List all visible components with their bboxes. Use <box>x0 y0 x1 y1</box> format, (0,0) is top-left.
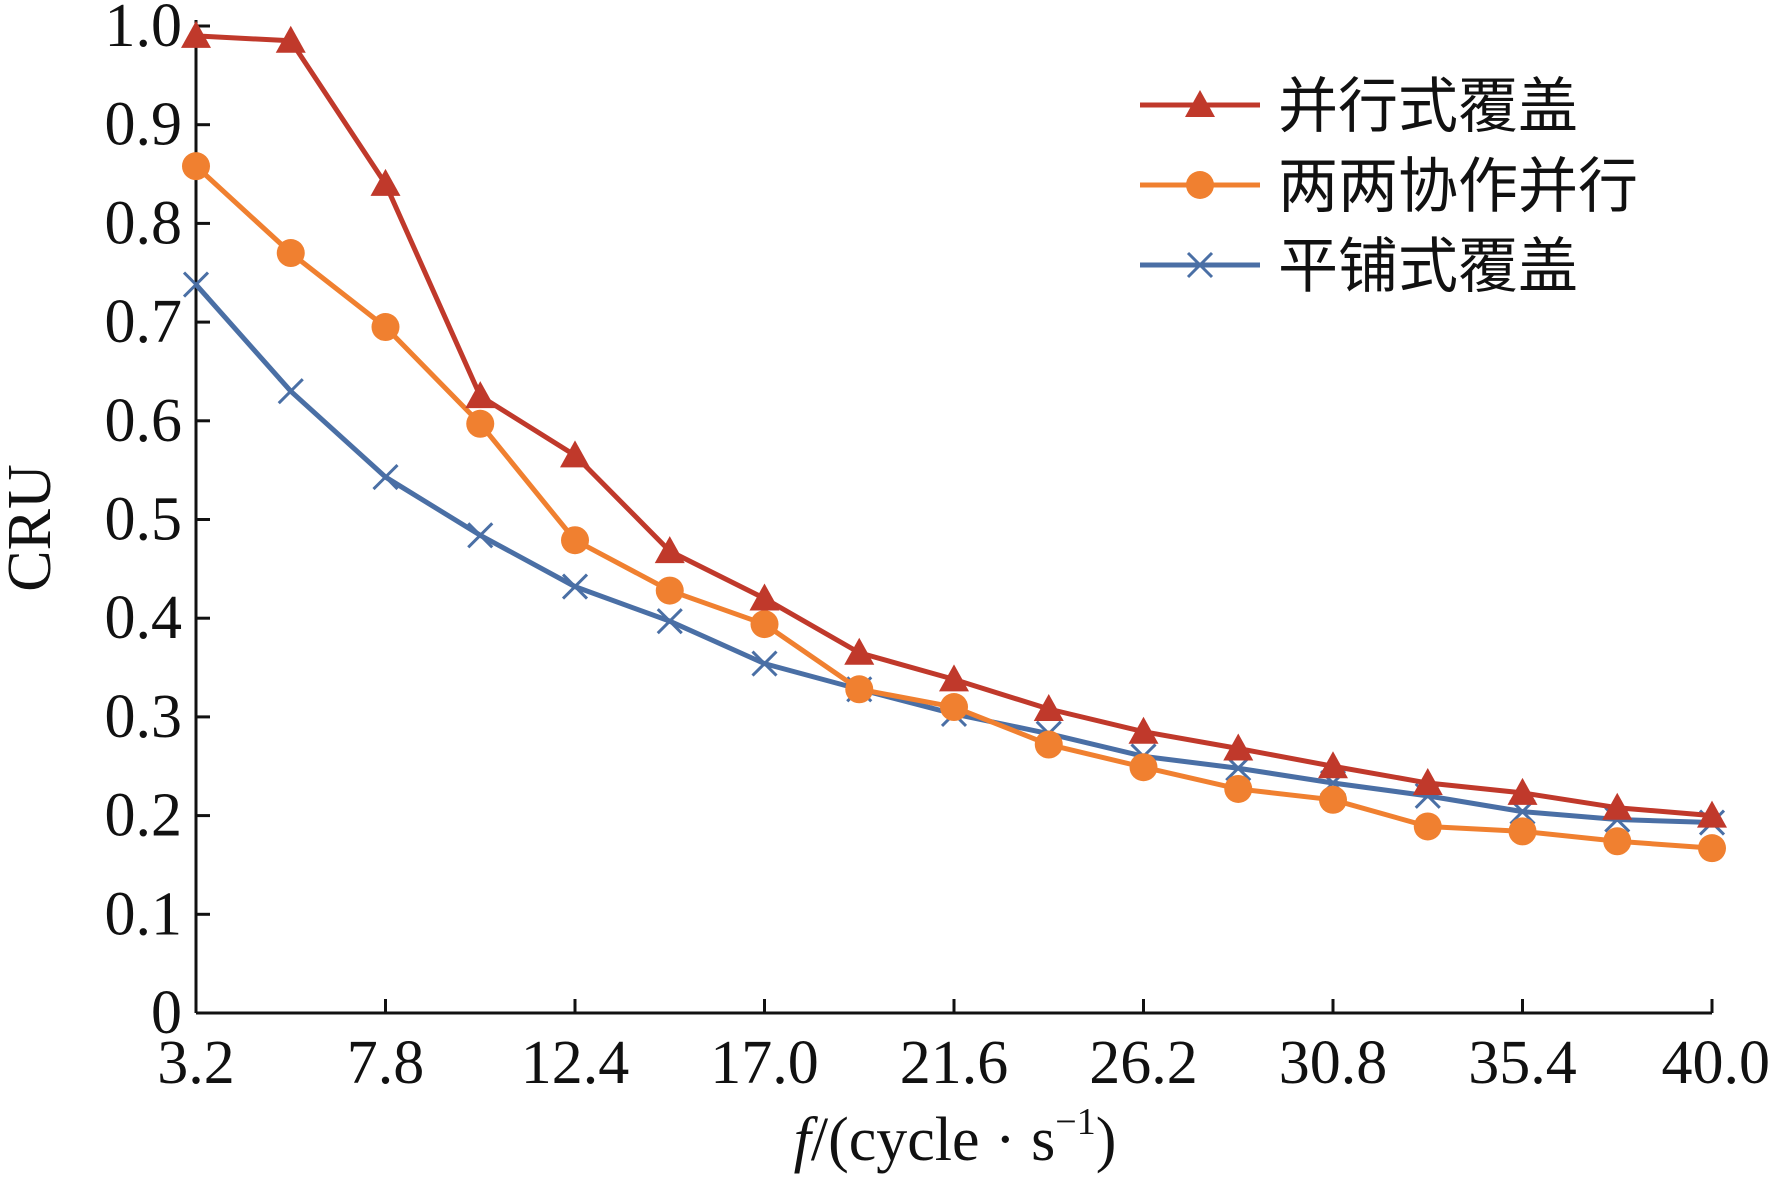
x-marker-stroke <box>277 378 304 405</box>
y-tick-label: 0.8 <box>105 189 183 257</box>
data-point <box>1033 694 1064 722</box>
data-point <box>561 526 589 555</box>
data-point <box>181 20 211 48</box>
data-point <box>560 440 590 468</box>
data-point <box>1603 827 1632 856</box>
x-tick-label: 26.2 <box>1089 1029 1198 1097</box>
x-marker-stroke <box>561 573 589 600</box>
y-axis-title: CRU <box>0 464 64 591</box>
data-point <box>276 239 305 268</box>
y-tick-label: 0.1 <box>105 880 183 948</box>
data-point <box>1318 751 1348 779</box>
legend-label: 并行式覆盖 <box>1278 72 1578 142</box>
x-marker-stroke <box>751 650 778 677</box>
data-point <box>275 25 306 53</box>
x-tick-label: 30.8 <box>1279 1029 1388 1097</box>
data-point <box>751 650 778 677</box>
y-tick-label: 0.2 <box>105 782 183 850</box>
y-tick-label: 0.9 <box>105 91 183 159</box>
data-point <box>749 583 780 611</box>
data-point <box>1034 730 1063 759</box>
x-marker-stroke <box>372 463 399 491</box>
y-tick-label: 0.5 <box>105 486 183 554</box>
data-point <box>845 675 874 704</box>
data-point <box>277 378 304 405</box>
data-point <box>1223 733 1254 761</box>
x-tick-label: 40.0 <box>1662 1029 1771 1097</box>
data-point <box>1413 812 1442 841</box>
legend-marker <box>1185 90 1215 117</box>
legend-marker <box>1186 171 1214 199</box>
series-layer <box>181 20 1727 863</box>
data-point <box>656 608 683 635</box>
data-point <box>182 152 210 181</box>
data-point <box>1128 716 1159 744</box>
x-tick-label: 21.6 <box>900 1029 1009 1097</box>
data-point <box>371 313 400 342</box>
x-axis-title-close: ) <box>1096 1106 1117 1174</box>
x-marker-stroke <box>656 608 683 635</box>
x-tick-label: 17.0 <box>710 1029 819 1097</box>
x-marker-stroke <box>1186 251 1214 279</box>
y-tick-label: 0 <box>151 979 182 1047</box>
data-point <box>1508 817 1537 846</box>
data-point <box>466 409 495 438</box>
data-point <box>561 573 589 600</box>
x-marker-stroke <box>467 522 494 549</box>
y-tick-label: 0.3 <box>105 683 183 751</box>
data-point <box>1698 834 1726 863</box>
data-point <box>844 637 875 665</box>
data-point <box>654 536 685 564</box>
data-point <box>940 693 968 722</box>
y-tick-label: 0.7 <box>105 288 183 356</box>
x-tick-label: 35.4 <box>1468 1029 1577 1097</box>
data-point <box>467 522 494 549</box>
x-axis-title-text: /(cycle · s <box>811 1106 1055 1174</box>
y-tick-label: 0.6 <box>105 387 183 455</box>
data-point <box>1224 774 1253 803</box>
data-point <box>182 271 210 298</box>
y-tick-label: 0.4 <box>105 584 183 652</box>
legend-label: 平铺式覆盖 <box>1278 232 1578 302</box>
data-point <box>939 664 969 692</box>
data-point <box>370 168 401 196</box>
data-point <box>1602 792 1633 820</box>
legend-marker <box>1186 251 1214 279</box>
x-axis-title-superscript: −1 <box>1055 1101 1095 1143</box>
data-point <box>750 610 779 639</box>
series-triangle <box>181 20 1727 828</box>
data-point <box>372 463 399 491</box>
data-point <box>465 381 496 409</box>
legend-label: 两两协作并行 <box>1278 152 1638 222</box>
x-axis-title: f/(cycle · s−1) <box>794 1101 1117 1174</box>
x-tick-label: 3.2 <box>157 1029 235 1097</box>
x-tick-label: 7.8 <box>347 1029 425 1097</box>
data-point <box>1319 785 1347 814</box>
x-marker-stroke <box>182 271 210 298</box>
series-circle <box>182 152 1726 863</box>
y-tick-label: 1.0 <box>105 0 183 60</box>
data-point <box>1412 768 1443 796</box>
x-tick-label: 12.4 <box>521 1029 630 1097</box>
data-point <box>1507 777 1538 805</box>
data-point <box>1129 753 1158 782</box>
axes: 0 0.1 0.2 0.3 0.4 0.5 0.6 0.7 0.8 0.9 1.0 3.2 7.8 12.… <box>105 0 1771 1097</box>
data-point <box>1697 800 1727 828</box>
axis-titles: CRU f/(cycle · s−1) <box>0 464 1116 1174</box>
data-point <box>655 576 684 605</box>
